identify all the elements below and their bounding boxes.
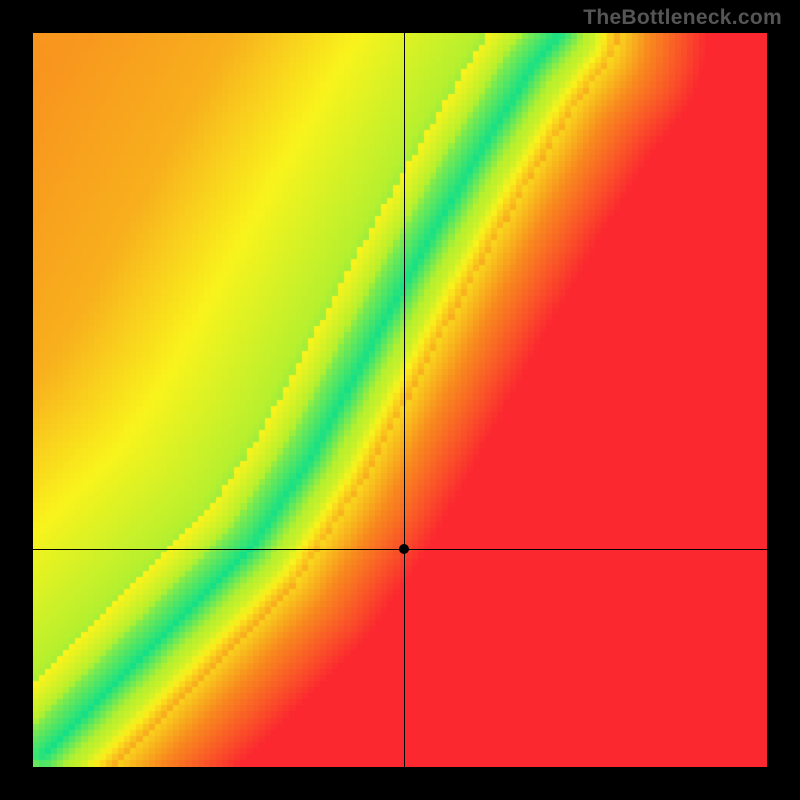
crosshair-vertical	[404, 33, 405, 767]
heatmap-canvas	[33, 33, 767, 767]
watermark-text: TheBottleneck.com	[583, 6, 782, 30]
crosshair-marker	[399, 544, 409, 554]
chart-container: TheBottleneck.com	[0, 0, 800, 800]
